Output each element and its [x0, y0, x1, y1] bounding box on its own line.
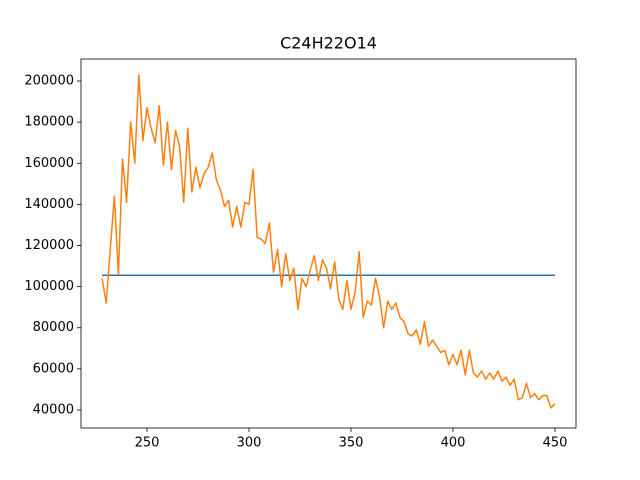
chart-title: C24H22O14 — [280, 34, 377, 53]
y-tick-label: 80000 — [33, 320, 74, 335]
y-tick-label: 160000 — [24, 156, 74, 171]
x-tick-label: 300 — [237, 436, 262, 451]
y-tick-label: 120000 — [24, 238, 74, 253]
y-tick-label: 180000 — [24, 115, 74, 130]
x-tick-label: 450 — [543, 436, 568, 451]
y-tick-label: 100000 — [24, 279, 74, 294]
y-tick-label: 140000 — [24, 197, 74, 212]
x-tick-label: 250 — [135, 436, 160, 451]
y-tick-label: 40000 — [33, 402, 74, 417]
x-tick-label: 350 — [339, 436, 364, 451]
data-line — [101, 74, 556, 409]
plot-frame — [80, 58, 577, 429]
x-tick-label: 400 — [441, 436, 466, 451]
y-tick-label: 60000 — [33, 361, 74, 376]
y-tick-label: 200000 — [24, 74, 74, 89]
